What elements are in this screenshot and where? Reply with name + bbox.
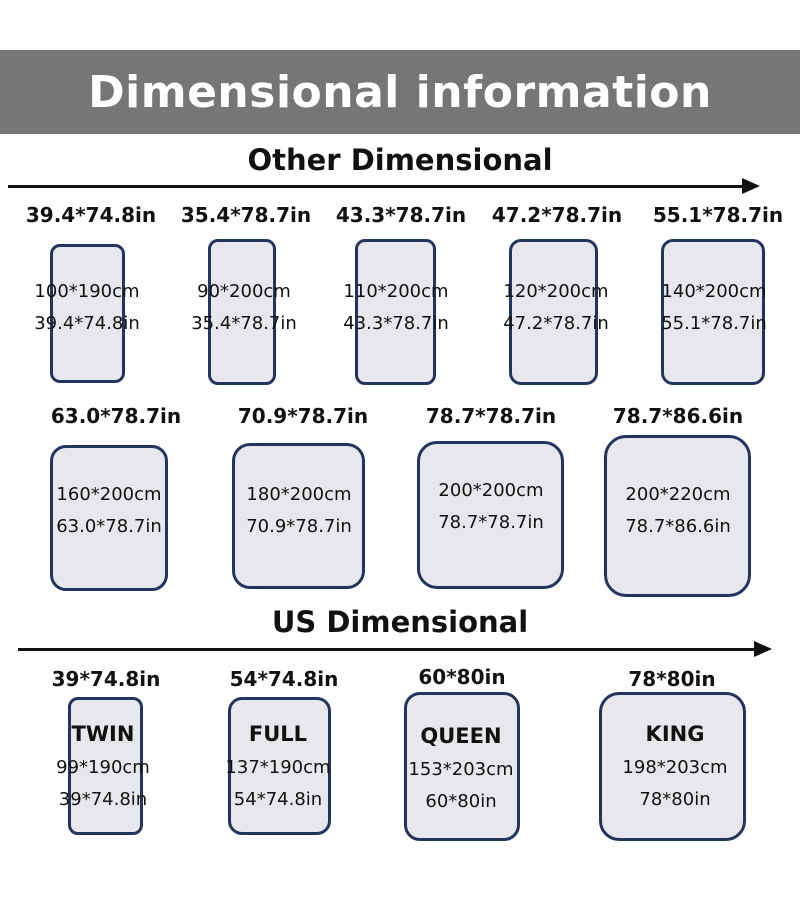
metric-size: 198*203cm bbox=[622, 757, 728, 778]
metric-size: 90*200cm bbox=[197, 281, 291, 302]
us-section-title: US Dimensional bbox=[271, 605, 529, 639]
metric-size: 160*200cm bbox=[56, 484, 162, 505]
mattress-100x190 bbox=[50, 244, 125, 383]
size-name: KING bbox=[645, 722, 705, 746]
metric-size: 99*190cm bbox=[56, 757, 150, 778]
imperial-size: 55.1*78.7in bbox=[661, 313, 767, 334]
imperial-size: 54*74.8in bbox=[233, 789, 323, 810]
us-arrow-head-icon bbox=[754, 641, 772, 657]
mattress-110x200 bbox=[355, 239, 436, 385]
imperial-size: 78.7*86.6in bbox=[625, 516, 731, 537]
dim-label: 78.7*78.7in bbox=[425, 404, 557, 428]
imperial-size: 70.9*78.7in bbox=[246, 516, 352, 537]
metric-size: 110*200cm bbox=[343, 281, 449, 302]
other-section-title: Other Dimensional bbox=[247, 143, 553, 177]
dim-label: 78*80in bbox=[628, 667, 716, 691]
other-arrow-line bbox=[8, 185, 743, 188]
size-name: TWIN bbox=[71, 722, 135, 746]
dim-label: 54*74.8in bbox=[229, 667, 339, 691]
metric-size: 120*200cm bbox=[503, 281, 609, 302]
title-banner: Dimensional information bbox=[0, 50, 800, 134]
metric-size: 140*200cm bbox=[661, 281, 767, 302]
dim-label: 43.3*78.7in bbox=[335, 203, 467, 227]
dim-label: 63.0*78.7in bbox=[50, 404, 182, 428]
mattress-dimensions: 140*200cm 55.1*78.7in bbox=[661, 276, 767, 340]
metric-size: 200*220cm bbox=[625, 484, 731, 505]
mattress-160x200 bbox=[50, 445, 168, 591]
other-arrow-head-icon bbox=[742, 178, 760, 194]
us-arrow-line bbox=[18, 648, 755, 651]
mattress-dimensions: 90*200cm 35.4*78.7in bbox=[191, 276, 297, 340]
mattress-queen bbox=[404, 692, 520, 841]
mattress-dimensions: FULL 137*190cm 54*74.8in bbox=[225, 718, 330, 816]
mattress-dimensions: 100*190cm 39.4*74.8in bbox=[34, 276, 140, 340]
imperial-size: 39*74.8in bbox=[58, 789, 148, 810]
metric-size: 100*190cm bbox=[34, 281, 140, 302]
dim-label: 78.7*86.6in bbox=[612, 404, 744, 428]
mattress-dimensions: 110*200cm 43.3*78.7in bbox=[343, 276, 449, 340]
mattress-dimensions: QUEEN 153*203cm 60*80in bbox=[408, 720, 513, 818]
imperial-size: 78*80in bbox=[639, 789, 711, 810]
imperial-size: 78.7*78.7in bbox=[438, 512, 544, 533]
metric-size: 180*200cm bbox=[246, 484, 352, 505]
mattress-dimensions: 180*200cm 70.9*78.7in bbox=[246, 479, 352, 543]
imperial-size: 35.4*78.7in bbox=[191, 313, 297, 334]
mattress-king bbox=[599, 692, 746, 841]
size-name: FULL bbox=[248, 722, 308, 746]
dim-label: 47.2*78.7in bbox=[491, 203, 623, 227]
mattress-dimensions: TWIN 99*190cm 39*74.8in bbox=[56, 718, 150, 816]
metric-size: 137*190cm bbox=[225, 757, 331, 778]
mattress-dimensions: KING 198*203cm 78*80in bbox=[622, 718, 727, 816]
mattress-180x200 bbox=[232, 443, 365, 589]
imperial-size: 60*80in bbox=[425, 791, 497, 812]
metric-size: 153*203cm bbox=[408, 759, 514, 780]
mattress-dimensions: 160*200cm 63.0*78.7in bbox=[56, 479, 162, 543]
imperial-size: 63.0*78.7in bbox=[56, 516, 162, 537]
dim-label: 39.4*74.8in bbox=[25, 203, 157, 227]
dim-label: 60*80in bbox=[418, 665, 506, 689]
size-name: QUEEN bbox=[420, 724, 502, 748]
dim-label: 39*74.8in bbox=[51, 667, 161, 691]
mattress-dimensions: 120*200cm 47.2*78.7in bbox=[503, 276, 609, 340]
metric-size: 200*200cm bbox=[438, 480, 544, 501]
imperial-size: 43.3*78.7in bbox=[343, 313, 449, 334]
imperial-size: 39.4*74.8in bbox=[34, 313, 140, 334]
imperial-size: 47.2*78.7in bbox=[503, 313, 609, 334]
dim-label: 55.1*78.7in bbox=[652, 203, 784, 227]
dim-label: 70.9*78.7in bbox=[237, 404, 369, 428]
dim-label: 35.4*78.7in bbox=[180, 203, 312, 227]
mattress-90x200 bbox=[208, 239, 276, 385]
page-title: Dimensional information bbox=[88, 66, 712, 118]
mattress-200x200 bbox=[417, 441, 564, 589]
mattress-dimensions: 200*200cm 78.7*78.7in bbox=[438, 475, 544, 539]
mattress-dimensions: 200*220cm 78.7*86.6in bbox=[625, 479, 731, 543]
mattress-twin bbox=[68, 697, 143, 835]
mattress-140x200 bbox=[661, 239, 765, 385]
mattress-200x220 bbox=[604, 435, 751, 597]
mattress-full bbox=[228, 697, 331, 835]
mattress-120x200 bbox=[509, 239, 598, 385]
